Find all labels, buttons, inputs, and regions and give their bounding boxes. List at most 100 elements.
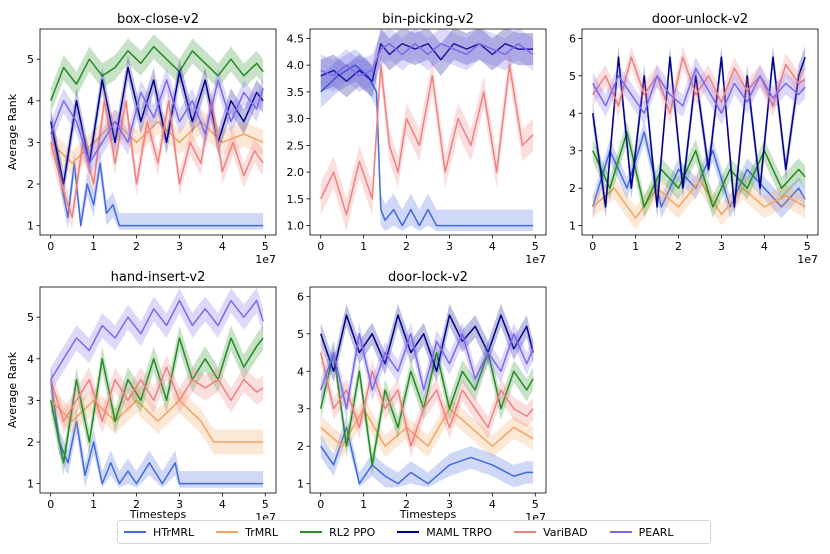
x-tick-label: 5: [262, 498, 269, 511]
x-offset-text: 1e7: [797, 253, 818, 266]
band-trmrl: [320, 397, 534, 458]
y-tick-label: 5: [27, 311, 34, 324]
line-pearl: [320, 333, 534, 410]
y-tick-label: 4.5: [287, 32, 305, 45]
y-tick-label: 2.0: [287, 166, 305, 179]
line-pearl: [50, 79, 264, 164]
legend-label-htrmrl: HTrMRL: [153, 525, 195, 539]
line-maml-trpo: [591, 56, 806, 208]
plot-frame: [39, 286, 277, 494]
x-tick-label: 0: [47, 240, 54, 253]
x-tick-label: 3: [176, 240, 183, 253]
x-axis-label: Timesteps: [129, 508, 187, 521]
line-rl2-ppo: [592, 131, 806, 208]
x-tick-label: 1: [90, 498, 97, 511]
y-tick-label: 4: [27, 353, 34, 366]
panel-title: door-lock-v2: [388, 270, 468, 285]
band-maml-trpo: [320, 29, 534, 98]
legend-label-pearl: PEARL: [638, 525, 674, 539]
x-offset-text: 1e7: [255, 253, 276, 266]
x-tick-label: 5: [804, 240, 811, 253]
line-pearl: [592, 67, 806, 115]
x-tick-label: 4: [489, 240, 496, 253]
y-tick-label: 2: [27, 436, 34, 449]
plot-frame: [39, 28, 277, 236]
band-rl2-ppo: [592, 120, 806, 219]
x-tick-label: 1: [632, 240, 639, 253]
y-tick-label: 3.5: [287, 86, 305, 99]
panel-title: bin-picking-v2: [382, 12, 474, 27]
legend-item-htrmrl: HTrMRL: [124, 526, 194, 539]
y-tick-label: 1: [27, 220, 34, 233]
y-tick-label: 2: [297, 440, 304, 453]
series-group: [49, 288, 264, 488]
y-tick-label: 2: [569, 182, 576, 195]
band-htrmrl: [50, 367, 264, 488]
x-tick-label: 3: [446, 498, 453, 511]
x-tick-label: 1: [90, 240, 97, 253]
y-tick-label: 3: [27, 394, 34, 407]
legend: HTrMRL TrMRL RL2 PPO MAML TRPO VariBAD P…: [117, 520, 711, 544]
x-tick-label: 4: [219, 498, 226, 511]
legend-label-rl2-ppo: RL2 PPO: [329, 525, 376, 539]
legend-label-maml-trpo: MAML TRPO: [426, 525, 493, 539]
series-group: [591, 45, 806, 230]
line-varibad: [319, 352, 534, 447]
x-tick-label: 0: [317, 240, 324, 253]
y-tick-label: 4: [569, 107, 576, 120]
line-rl2-ppo: [50, 45, 264, 102]
legend-item-maml-trpo: MAML TRPO: [397, 526, 492, 539]
legend-swatch-rl2-ppo: [300, 531, 323, 533]
x-axis-label: Timesteps: [399, 508, 457, 521]
x-tick-label: 5: [532, 240, 539, 253]
y-axis-label: Average Rank: [6, 93, 19, 170]
band-varibad: [320, 341, 534, 458]
series-group: [49, 34, 264, 230]
x-tick-label: 5: [262, 240, 269, 253]
line-htrmrl: [320, 64, 534, 227]
y-tick-label: 2: [27, 178, 34, 191]
band-varibad: [592, 45, 806, 125]
legend-swatch-pearl: [609, 531, 632, 533]
y-tick-label: 1.5: [287, 193, 305, 206]
y-tick-label: 1: [297, 478, 304, 491]
line-htrmrl: [49, 121, 264, 227]
y-tick-label: 1: [569, 220, 576, 233]
x-tick-label: 3: [718, 240, 725, 253]
line-htrmrl: [49, 379, 264, 485]
plot-frame: [309, 286, 547, 494]
y-tick-label: 6: [297, 290, 304, 303]
line-trmrl: [50, 399, 264, 443]
panel-title: hand-insert-v2: [111, 270, 206, 285]
y-tick-label: 3.0: [287, 113, 305, 126]
plot-frame: [309, 28, 547, 236]
legend-swatch-htrmrl: [124, 531, 146, 533]
line-pearl: [50, 299, 264, 380]
panel-title: door-unlock-v2: [652, 12, 748, 27]
band-trmrl: [50, 109, 264, 176]
x-tick-label: 5: [532, 498, 539, 511]
band-pearl: [320, 322, 534, 420]
y-tick-label: 4: [27, 95, 34, 108]
line-trmrl: [592, 179, 806, 219]
x-tick-label: 2: [675, 240, 682, 253]
y-tick-label: 3: [297, 403, 304, 416]
x-tick-label: 0: [589, 240, 596, 253]
panel-bin-picking-v2: 0 1 2 3 4 5 1.0 1.5 2.0 2.5 3.0 3.5 4.0 4.5 1e7 bin-pic…: [287, 12, 547, 266]
line-htrmrl: [320, 426, 534, 485]
band-htrmrl: [320, 416, 534, 488]
x-tick-label: 1: [360, 498, 367, 511]
line-maml-trpo: [320, 42, 534, 82]
x-tick-label: 3: [176, 498, 183, 511]
line-rl2-ppo: [49, 337, 264, 464]
x-tick-label: 4: [489, 498, 496, 511]
line-pearl: [320, 42, 534, 77]
legend-swatch-varibad: [514, 531, 537, 533]
line-varibad: [592, 56, 806, 115]
x-tick-label: 1: [360, 240, 367, 253]
y-tick-label: 5: [297, 328, 304, 341]
